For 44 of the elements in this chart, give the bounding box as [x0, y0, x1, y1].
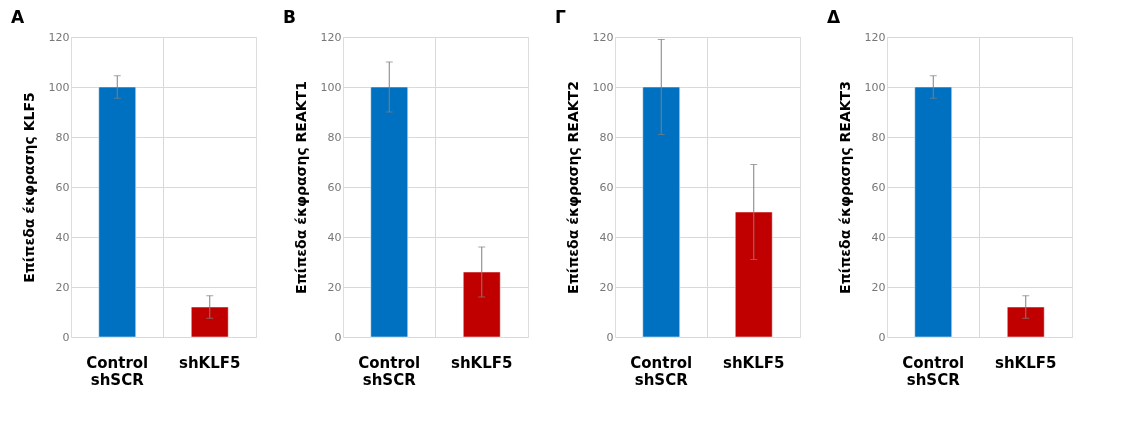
y-axis-title: Επίπεδα έκφρασης REAKT2: [564, 81, 581, 294]
y-tick-label: 20: [599, 280, 614, 294]
y-tick-label: 0: [878, 330, 886, 344]
y-tick-label: 100: [48, 80, 70, 94]
y-tick-label: 40: [327, 230, 342, 244]
chart-title: Γ: [555, 7, 566, 27]
y-tick-label: 20: [55, 280, 70, 294]
x-tick-label: Control shSCR: [86, 353, 149, 389]
y-tick-label: 60: [55, 180, 70, 194]
y-tick-label: 40: [599, 230, 614, 244]
x-tick-label: shKLF5: [723, 353, 785, 372]
y-tick-label: 20: [871, 280, 886, 294]
x-tick-label: shKLF5: [179, 353, 241, 372]
chart-title: A: [11, 7, 25, 27]
y-tick-label: 20: [327, 280, 342, 294]
y-tick-label: 60: [871, 180, 886, 194]
x-tick-label: shKLF5: [451, 353, 513, 372]
y-tick-label: 0: [62, 330, 70, 344]
y-axis-title: Επίπεδα έκφρασης REAKT3: [836, 81, 853, 294]
x-tick-label: Control shSCR: [358, 353, 421, 389]
y-axis-title: Επίπεδα έκφρασης REAKT1: [292, 81, 309, 294]
y-tick-label: 80: [599, 130, 614, 144]
y-tick-label: 80: [55, 130, 70, 144]
y-tick-label: 120: [48, 30, 70, 44]
x-tick-label: Control shSCR: [630, 353, 693, 389]
y-tick-label: 100: [320, 80, 342, 94]
x-tick-label: Control shSCR: [902, 353, 965, 389]
y-axis-title: Επίπεδα έκφρασης KLF5: [20, 92, 37, 283]
y-tick-label: 60: [327, 180, 342, 194]
y-tick-label: 100: [864, 80, 886, 94]
y-tick-label: 60: [599, 180, 614, 194]
y-tick-label: 0: [606, 330, 614, 344]
y-tick-label: 120: [864, 30, 886, 44]
y-tick-label: 80: [327, 130, 342, 144]
x-tick-label: shKLF5: [995, 353, 1057, 372]
y-tick-label: 120: [320, 30, 342, 44]
y-tick-label: 0: [334, 330, 342, 344]
y-tick-label: 40: [55, 230, 70, 244]
y-tick-label: 80: [871, 130, 886, 144]
chart-title: Δ: [827, 7, 841, 27]
y-tick-label: 100: [592, 80, 614, 94]
chart-title: B: [283, 7, 296, 27]
y-tick-label: 40: [871, 230, 886, 244]
y-tick-label: 120: [592, 30, 614, 44]
